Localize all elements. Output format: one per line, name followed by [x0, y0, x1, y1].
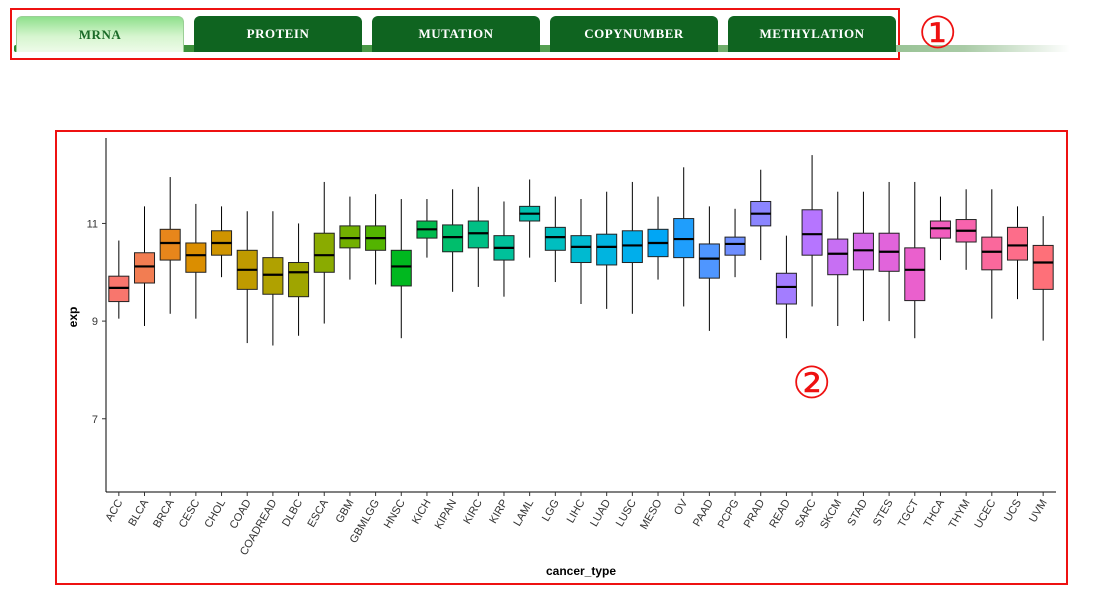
box-kipan — [442, 224, 464, 253]
x-tick-label: LAML — [511, 498, 536, 529]
x-tick-label: KIPAN — [433, 497, 460, 531]
x-tick-label: LUSC — [614, 497, 639, 528]
tab-underline — [14, 45, 1070, 52]
x-tick-label: ESCA — [305, 497, 331, 530]
box-skcm — [827, 238, 849, 276]
box-lgg — [544, 226, 566, 251]
x-tick-label: STAD — [845, 497, 870, 528]
x-tick-label: PAAD — [691, 497, 716, 528]
x-tick-label: CESC — [177, 497, 203, 530]
x-tick-label: UCS — [1002, 498, 1024, 524]
x-tick-label: KIRC — [461, 497, 485, 526]
box-blca — [134, 252, 156, 284]
box-sarc — [801, 209, 823, 256]
x-tick-label: SKCM — [818, 498, 844, 532]
x-tick-label: HNSC — [382, 497, 408, 530]
box-dlbc — [288, 262, 310, 298]
x-tick-label: MESO — [638, 497, 665, 531]
x-tick-label: BRCA — [151, 497, 177, 530]
x-tick-label: COAD — [228, 497, 254, 531]
box-read — [775, 272, 797, 305]
y-tick-label: 11 — [87, 218, 98, 230]
x-tick-label: UVM — [1027, 498, 1050, 525]
box-tgct — [904, 247, 926, 302]
box-coadread — [262, 257, 284, 295]
x-tick-label: LIHC — [565, 497, 588, 525]
box-thca — [929, 220, 951, 239]
box-ucs — [1006, 226, 1028, 261]
x-tick-label: UCEC — [972, 497, 998, 530]
x-tick-label: THCA — [922, 497, 948, 530]
x-tick-label: KIRP — [487, 498, 510, 526]
annotation-marker-2: ② — [792, 358, 832, 409]
tab-methylation[interactable]: METHYLATION — [728, 16, 896, 52]
y-axis-title: exp — [66, 307, 80, 328]
box-luad — [596, 233, 618, 266]
box-cesc — [185, 242, 207, 273]
x-tick-label: DLBC — [280, 497, 305, 528]
box-gbm — [339, 225, 361, 249]
box-lihc — [570, 235, 592, 264]
box-ucec — [981, 236, 1003, 271]
x-tick-label: TGCT — [896, 497, 922, 529]
tab-mutation[interactable]: MUTATION — [372, 16, 540, 52]
x-tick-label: LGG — [540, 498, 562, 524]
box-paad — [698, 243, 720, 279]
x-axis-title: cancer_type — [546, 564, 616, 578]
x-tick-label: ACC — [103, 497, 125, 523]
box-pcpg — [724, 236, 746, 256]
tab-mrna[interactable]: MRNA — [16, 16, 184, 52]
x-tick-label: SARC — [793, 497, 819, 530]
x-tick-label: READ — [767, 497, 793, 530]
chart-highlight — [55, 130, 1068, 585]
tab-bar-highlight — [10, 8, 900, 60]
x-tick-label: KICH — [410, 497, 434, 526]
x-tick-label: BLCA — [126, 497, 151, 528]
x-tick-label: PCPG — [716, 498, 742, 531]
x-tick-label: LUAD — [588, 497, 613, 528]
tab-copynumber[interactable]: COPYNUMBER — [550, 16, 718, 52]
tab-protein[interactable]: PROTEIN — [194, 16, 362, 52]
box-brca — [159, 228, 181, 261]
x-tick-label: THYM — [947, 498, 973, 531]
box-kirc — [467, 220, 489, 249]
annotation-marker-1: ① — [918, 8, 958, 59]
x-tick-label: CHOL — [202, 498, 228, 530]
box-stad — [852, 232, 874, 271]
y-tick-label: 7 — [92, 414, 98, 426]
x-tick-label: OV — [672, 497, 691, 517]
box-lusc — [621, 230, 643, 264]
x-tick-label: PRAD — [742, 497, 768, 530]
y-tick-label: 9 — [92, 316, 98, 328]
box-esca — [313, 232, 335, 273]
box-hnsc — [390, 249, 412, 287]
box-uvm — [1032, 244, 1054, 290]
x-tick-label: STES — [871, 498, 896, 529]
x-tick-label: GBM — [334, 498, 357, 526]
